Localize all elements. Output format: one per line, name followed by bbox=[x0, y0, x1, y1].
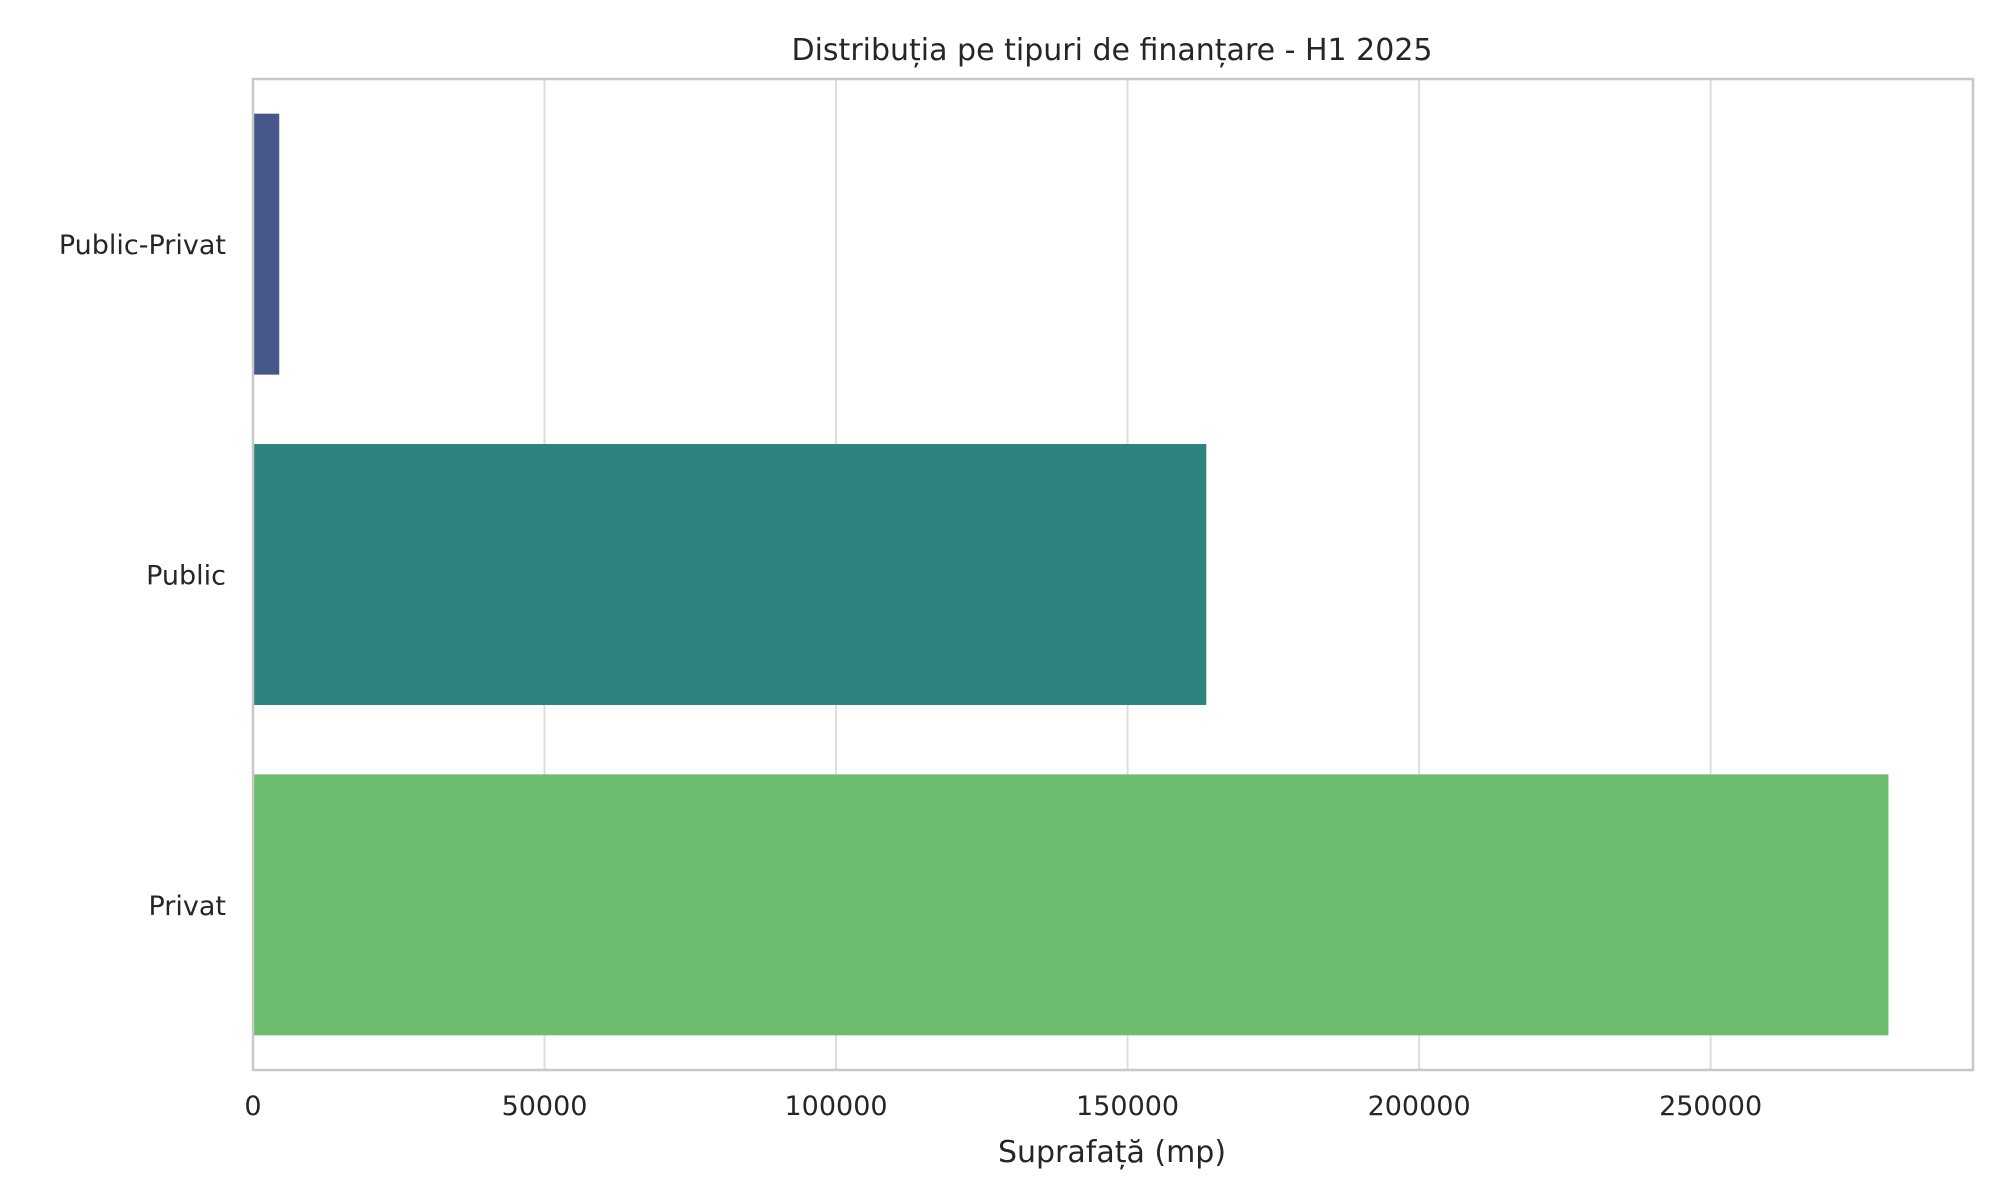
x-tick-label: 0 bbox=[244, 1091, 261, 1122]
y-tick-label: Public-Privat bbox=[59, 230, 226, 261]
x-axis-label: Suprafață (mp) bbox=[998, 1135, 1226, 1170]
bar-public-privat bbox=[253, 113, 280, 375]
x-tick-label: 250000 bbox=[1659, 1091, 1762, 1122]
bars bbox=[253, 113, 1889, 1036]
x-tick-label: 150000 bbox=[1076, 1091, 1179, 1122]
bar-privat bbox=[253, 774, 1889, 1036]
chart-title: Distribuția pe tipuri de finanțare - H1 … bbox=[791, 33, 1432, 68]
y-tick-label: Public bbox=[146, 561, 226, 592]
y-tick-label: Privat bbox=[148, 891, 226, 922]
plot-frame bbox=[251, 77, 1975, 1072]
x-tick-label: 100000 bbox=[785, 1091, 888, 1122]
x-tick-label: 200000 bbox=[1368, 1091, 1471, 1122]
x-axis-ticks: 0 50000 100000 150000 200000 250000 bbox=[244, 1091, 1762, 1122]
x-tick-label: 50000 bbox=[502, 1091, 588, 1122]
bar-public bbox=[253, 444, 1207, 705]
y-axis-ticks: Public-Privat Public Privat bbox=[59, 230, 226, 922]
